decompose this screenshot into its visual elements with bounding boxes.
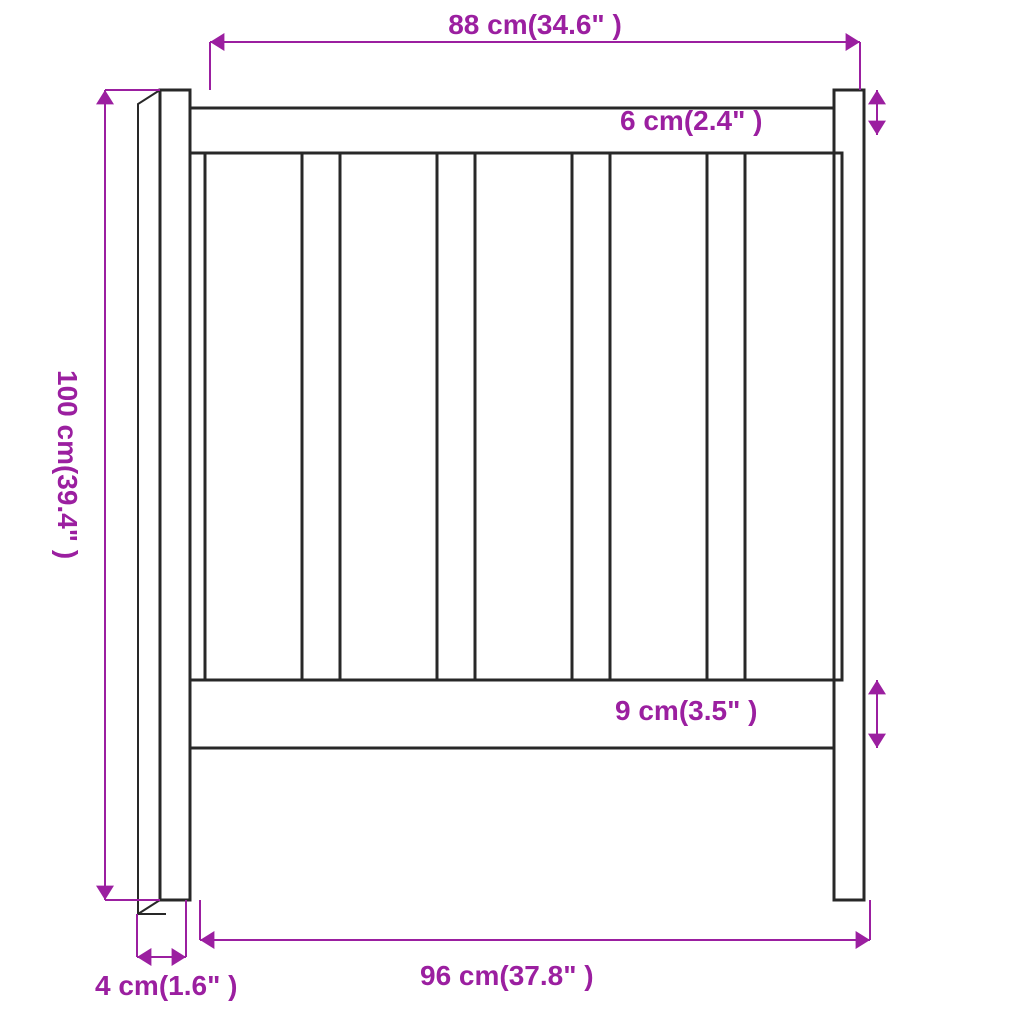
- arrowhead: [846, 33, 860, 51]
- slat: [205, 153, 302, 680]
- arrowhead: [172, 948, 186, 966]
- arrowhead: [200, 931, 214, 949]
- arrowhead: [856, 931, 870, 949]
- left-post-depth: [138, 90, 160, 914]
- arrowhead: [868, 680, 886, 694]
- label-full-width: 96 cm(37.8" ): [420, 960, 594, 991]
- arrowhead: [96, 886, 114, 900]
- label-top-width: 88 cm(34.6" ): [448, 9, 622, 40]
- label-post-top: 6 cm(2.4" ): [620, 105, 762, 136]
- arrowhead: [868, 90, 886, 104]
- slat: [745, 153, 842, 680]
- arrowhead: [868, 734, 886, 748]
- slat: [340, 153, 437, 680]
- arrowhead: [96, 90, 114, 104]
- right-post: [834, 90, 864, 900]
- arrowhead: [137, 948, 151, 966]
- slat: [475, 153, 572, 680]
- label-post-depth: 4 cm(1.6" ): [95, 970, 237, 1001]
- left-post: [160, 90, 190, 900]
- arrowhead: [210, 33, 224, 51]
- slat: [610, 153, 707, 680]
- label-bottom-rail: 9 cm(3.5" ): [615, 695, 757, 726]
- arrowhead: [868, 121, 886, 135]
- label-height: 100 cm(39.4" ): [52, 370, 83, 559]
